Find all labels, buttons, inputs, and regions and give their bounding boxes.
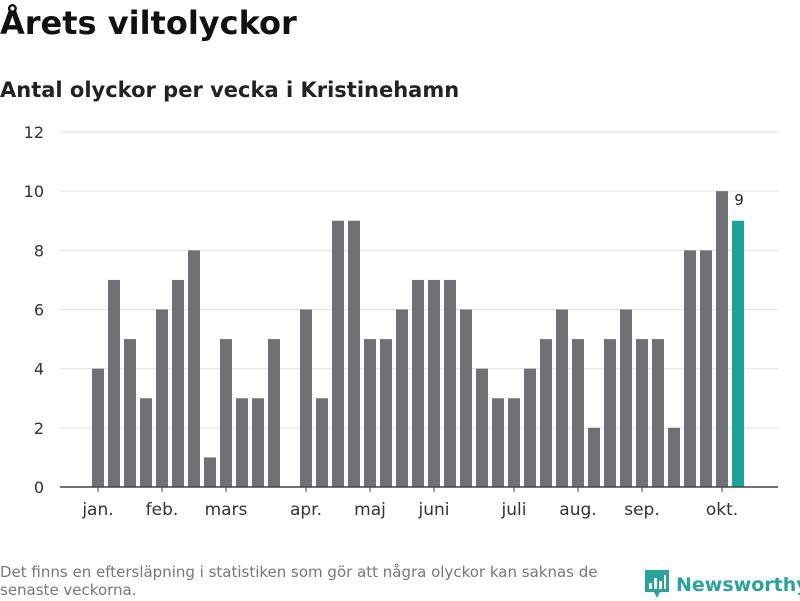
- bar: [220, 339, 232, 487]
- brand-logo: Newsworthy: [644, 569, 800, 601]
- bar: [604, 339, 616, 487]
- x-tick-label: maj: [354, 500, 386, 520]
- bar: [332, 220, 344, 487]
- y-tick-label: 12: [24, 123, 44, 142]
- x-tick-label: aug.: [559, 500, 596, 520]
- bar-chart-logo-icon: [645, 570, 669, 598]
- y-axis-ticks: 0 2 4 6 8 10 12: [24, 123, 44, 497]
- y-tick-label: 6: [34, 301, 44, 320]
- x-axis-ticks: jan. feb. mars apr. maj juni juli aug. sep. okt.: [81, 487, 738, 520]
- bar: [348, 220, 360, 487]
- bar: [684, 250, 696, 487]
- bar-highlight: [732, 220, 744, 487]
- bar: [364, 339, 376, 487]
- bar: [492, 398, 504, 487]
- x-tick-label: mars: [205, 500, 248, 520]
- bar: [140, 398, 152, 487]
- bar: [556, 309, 568, 487]
- x-tick-label: juni: [418, 500, 450, 520]
- data-labels: 9: [734, 191, 744, 209]
- bar: [316, 398, 328, 487]
- footnote: Det finns en eftersläpning i statistiken…: [0, 563, 598, 599]
- bar: [108, 279, 120, 487]
- chart-title: Årets viltolyckor: [0, 4, 297, 42]
- data-label: 9: [734, 191, 744, 209]
- bar: [460, 309, 472, 487]
- x-tick-label: juli: [501, 500, 527, 520]
- bar: [668, 427, 680, 487]
- chart-subtitle: Antal olyckor per vecka i Kristinehamn: [0, 78, 460, 102]
- bar: [428, 279, 440, 487]
- bar: [396, 309, 408, 487]
- bar: [444, 279, 456, 487]
- x-tick-label: okt.: [706, 500, 738, 520]
- bar: [172, 279, 184, 487]
- bar: [636, 339, 648, 487]
- y-tick-label: 0: [34, 478, 44, 497]
- bar: [156, 309, 168, 487]
- bar: [524, 368, 536, 487]
- bar: [412, 279, 424, 487]
- brand-name: Newsworthy: [676, 574, 800, 596]
- bar: [508, 398, 520, 487]
- y-tick-label: 2: [34, 419, 44, 438]
- bar: [92, 368, 104, 487]
- bar: [124, 339, 136, 487]
- bar: [204, 457, 216, 487]
- x-tick-label: apr.: [290, 500, 322, 520]
- bar: [620, 309, 632, 487]
- y-tick-label: 10: [24, 182, 44, 201]
- bar: [700, 250, 712, 487]
- x-tick-label: feb.: [146, 500, 179, 520]
- bar: [268, 339, 280, 487]
- bar: [652, 339, 664, 487]
- bar: [380, 339, 392, 487]
- bar: [588, 427, 600, 487]
- bars: [92, 191, 744, 487]
- bar: [572, 339, 584, 487]
- bar: [476, 368, 488, 487]
- y-tick-label: 4: [34, 360, 44, 379]
- bar: [300, 309, 312, 487]
- x-tick-label: jan.: [81, 500, 113, 520]
- x-tick-label: sep.: [624, 500, 660, 520]
- bar: [188, 250, 200, 487]
- bar-chart: 0 2 4 6 8 10 12 jan. feb. mars apr. maj juni juli aug…: [24, 123, 778, 520]
- y-tick-label: 8: [34, 241, 44, 260]
- bar: [540, 339, 552, 487]
- bar: [236, 398, 248, 487]
- bar: [716, 191, 728, 487]
- bar: [252, 398, 264, 487]
